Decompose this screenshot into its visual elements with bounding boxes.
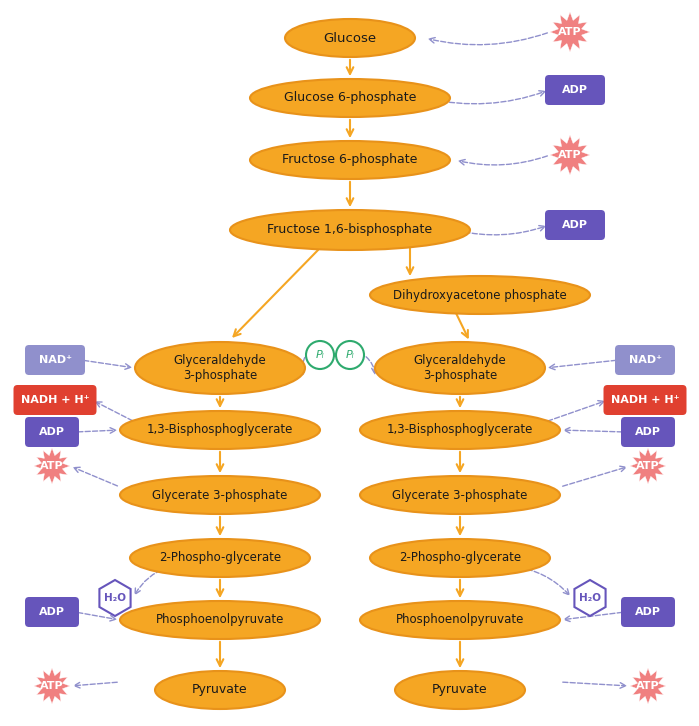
Text: ATP: ATP: [636, 681, 660, 691]
Text: ATP: ATP: [559, 150, 582, 160]
Ellipse shape: [395, 671, 525, 709]
Text: NAD⁺: NAD⁺: [628, 355, 661, 365]
Ellipse shape: [370, 539, 550, 577]
Text: Phosphoenolpyruvate: Phosphoenolpyruvate: [396, 613, 524, 627]
Ellipse shape: [370, 276, 590, 314]
Ellipse shape: [120, 601, 320, 639]
Ellipse shape: [360, 601, 560, 639]
Text: ADP: ADP: [635, 427, 661, 437]
Text: ATP: ATP: [559, 27, 582, 37]
Polygon shape: [99, 580, 131, 616]
Text: ADP: ADP: [39, 427, 65, 437]
Polygon shape: [630, 668, 666, 704]
Ellipse shape: [250, 79, 450, 117]
Circle shape: [306, 341, 334, 369]
Polygon shape: [630, 448, 666, 484]
Text: 2-Phospho-glycerate: 2-Phospho-glycerate: [399, 552, 521, 565]
Text: Pyruvate: Pyruvate: [192, 683, 248, 696]
Text: ATP: ATP: [40, 461, 64, 471]
Ellipse shape: [250, 141, 450, 179]
Ellipse shape: [360, 476, 560, 514]
Polygon shape: [34, 448, 70, 484]
Ellipse shape: [130, 539, 310, 577]
Text: ADP: ADP: [562, 85, 588, 95]
Circle shape: [336, 341, 364, 369]
Text: Glyceraldehyde
3-phosphate: Glyceraldehyde 3-phosphate: [414, 354, 506, 382]
Text: NADH + H⁺: NADH + H⁺: [21, 395, 89, 405]
Text: 2-Phospho-glycerate: 2-Phospho-glycerate: [159, 552, 281, 565]
Polygon shape: [550, 12, 590, 52]
Text: 1,3-Bisphosphoglycerate: 1,3-Bisphosphoglycerate: [387, 423, 533, 436]
Ellipse shape: [135, 342, 305, 394]
Ellipse shape: [155, 671, 285, 709]
Text: NAD⁺: NAD⁺: [38, 355, 71, 365]
Text: ADP: ADP: [562, 220, 588, 230]
Text: Glycerate 3-phosphate: Glycerate 3-phosphate: [152, 489, 288, 502]
Text: 1,3-Bisphosphoglycerate: 1,3-Bisphosphoglycerate: [147, 423, 293, 436]
Ellipse shape: [120, 411, 320, 449]
Text: Pᵢ: Pᵢ: [345, 350, 354, 360]
Text: Dihydroxyacetone phosphate: Dihydroxyacetone phosphate: [393, 288, 567, 301]
Ellipse shape: [375, 342, 545, 394]
Ellipse shape: [120, 476, 320, 514]
FancyBboxPatch shape: [25, 597, 79, 627]
Ellipse shape: [285, 19, 415, 57]
Text: ATP: ATP: [636, 461, 660, 471]
Text: ADP: ADP: [635, 607, 661, 617]
FancyBboxPatch shape: [25, 417, 79, 447]
Text: Fructose 6-phosphate: Fructose 6-phosphate: [282, 153, 418, 166]
Polygon shape: [34, 668, 70, 704]
FancyBboxPatch shape: [621, 417, 675, 447]
Text: ATP: ATP: [40, 681, 64, 691]
FancyBboxPatch shape: [545, 75, 605, 105]
Text: Fructose 1,6-bisphosphate: Fructose 1,6-bisphosphate: [268, 224, 433, 237]
FancyBboxPatch shape: [545, 210, 605, 240]
Polygon shape: [550, 135, 590, 175]
Text: NADH + H⁺: NADH + H⁺: [611, 395, 679, 405]
Text: H₂O: H₂O: [104, 593, 126, 603]
Text: Glucose: Glucose: [324, 31, 377, 44]
Text: Pyruvate: Pyruvate: [432, 683, 488, 696]
FancyBboxPatch shape: [615, 345, 675, 375]
FancyBboxPatch shape: [13, 385, 96, 415]
FancyBboxPatch shape: [603, 385, 686, 415]
Ellipse shape: [360, 411, 560, 449]
FancyBboxPatch shape: [621, 597, 675, 627]
Text: H₂O: H₂O: [579, 593, 601, 603]
Text: Pᵢ: Pᵢ: [316, 350, 324, 360]
FancyBboxPatch shape: [25, 345, 85, 375]
Text: Glyceraldehyde
3-phosphate: Glyceraldehyde 3-phosphate: [173, 354, 266, 382]
Ellipse shape: [230, 210, 470, 250]
Text: Phosphoenolpyruvate: Phosphoenolpyruvate: [156, 613, 284, 627]
Text: Glucose 6-phosphate: Glucose 6-phosphate: [284, 91, 416, 105]
Polygon shape: [575, 580, 605, 616]
Text: ADP: ADP: [39, 607, 65, 617]
Text: Glycerate 3-phosphate: Glycerate 3-phosphate: [392, 489, 528, 502]
